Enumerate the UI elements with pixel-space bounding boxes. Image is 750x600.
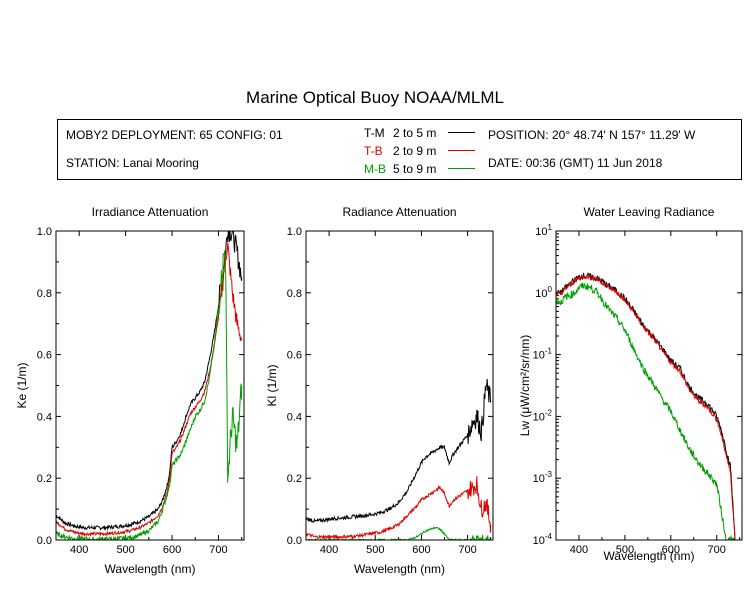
y-axis-label: Kl (1/m) bbox=[265, 364, 279, 406]
x-tick-label: 700 bbox=[209, 544, 227, 556]
y-tick-label: 0.6 bbox=[287, 350, 302, 362]
series-t-b-line bbox=[306, 476, 492, 540]
y-tick-label: 0.4 bbox=[37, 411, 52, 423]
legend-line-tm bbox=[448, 132, 475, 133]
x-tick-label: 600 bbox=[662, 544, 680, 556]
y-tick-label: 0.0 bbox=[287, 535, 302, 547]
y-tick-label: 10-1 bbox=[533, 347, 553, 362]
series-t-m-line bbox=[56, 231, 243, 532]
y-axis-label: Ke (1/m) bbox=[15, 362, 29, 408]
x-tick-label: 400 bbox=[320, 544, 338, 556]
legend-line-tb bbox=[448, 150, 475, 151]
legend-code-tm: T-M bbox=[364, 126, 385, 140]
y-tick-label: 1.0 bbox=[287, 226, 302, 238]
y-tick-label: 0.8 bbox=[287, 288, 302, 300]
series-m-b-line bbox=[56, 250, 243, 540]
series-m-b-line bbox=[556, 282, 736, 540]
chart-1: Irradiance Attenuation Wavelength (nm) Ke … bbox=[15, 205, 245, 576]
x-tick-label: 500 bbox=[116, 544, 134, 556]
y-tick-label: 100 bbox=[535, 285, 552, 300]
y-axis-label: Lw (μW/cm²/sr/nm) bbox=[518, 335, 532, 437]
main-title: Marine Optical Buoy NOAA/MLML bbox=[246, 88, 504, 107]
station-label: STATION: Lanai Mooring bbox=[66, 156, 199, 170]
legend-line-mb bbox=[448, 168, 475, 169]
legend-code-tb: T-B bbox=[364, 144, 383, 158]
x-tick-label: 500 bbox=[366, 544, 384, 556]
position-label: POSITION: 20° 48.74' N 157° 11.29' W bbox=[488, 128, 696, 142]
info-box: MOBY2 DEPLOYMENT: 65 CONFIG: 01 STATION:… bbox=[57, 119, 742, 180]
legend-range-tb: 2 to 9 m bbox=[393, 144, 437, 158]
y-tick-label: 1.0 bbox=[37, 226, 52, 238]
legend-range-tm: 2 to 5 m bbox=[393, 126, 437, 140]
x-tick-label: 400 bbox=[570, 544, 588, 556]
x-tick-label: 600 bbox=[163, 544, 181, 556]
plot-frame bbox=[55, 230, 245, 541]
legend-code-mb: M-B bbox=[364, 162, 386, 176]
y-tick-label: 101 bbox=[535, 223, 552, 238]
x-tick-label: 700 bbox=[708, 544, 726, 556]
x-tick-label: 600 bbox=[412, 544, 430, 556]
chart-3: Water Leaving Radiance Wavelength (nm) Lw … bbox=[518, 205, 743, 563]
x-tick-label: 500 bbox=[616, 544, 634, 556]
series-t-m-line bbox=[306, 378, 492, 524]
y-tick-label: 10-3 bbox=[533, 470, 553, 485]
y-tick-label: 0.8 bbox=[37, 288, 52, 300]
y-tick-label: 0.2 bbox=[37, 473, 52, 485]
date-label: DATE: 00:36 (GMT) 11 Jun 2018 bbox=[488, 156, 663, 170]
x-tick-label: 400 bbox=[70, 544, 88, 556]
y-tick-label: 0.2 bbox=[287, 473, 302, 485]
y-tick-label: 0.6 bbox=[37, 350, 52, 362]
legend-range-mb: 5 to 9 m bbox=[393, 162, 437, 176]
y-tick-label: 10-2 bbox=[533, 408, 553, 423]
plot-frame bbox=[555, 230, 743, 541]
x-tick-label: 700 bbox=[458, 544, 476, 556]
x-axis-label: Wavelength (nm) bbox=[354, 562, 445, 576]
y-tick-label: 0.0 bbox=[37, 535, 52, 547]
x-axis-label: Wavelength (nm) bbox=[105, 562, 196, 576]
chart-title: Radiance Attenuation bbox=[342, 205, 456, 219]
chart-title: Water Leaving Radiance bbox=[584, 205, 715, 219]
y-tick-label: 0.4 bbox=[287, 411, 302, 423]
series-t-b-line bbox=[56, 242, 243, 538]
x-axis-label: Wavelength (nm) bbox=[604, 549, 695, 563]
plot-frame bbox=[305, 230, 494, 541]
series-t-b-line bbox=[556, 273, 736, 540]
y-tick-label: 10-4 bbox=[533, 532, 553, 547]
deployment-label: MOBY2 DEPLOYMENT: 65 CONFIG: 01 bbox=[66, 128, 283, 142]
chart-title: Irradiance Attenuation bbox=[92, 205, 209, 219]
chart-2: Radiance Attenuation Wavelength (nm) Kl (1… bbox=[265, 205, 494, 576]
